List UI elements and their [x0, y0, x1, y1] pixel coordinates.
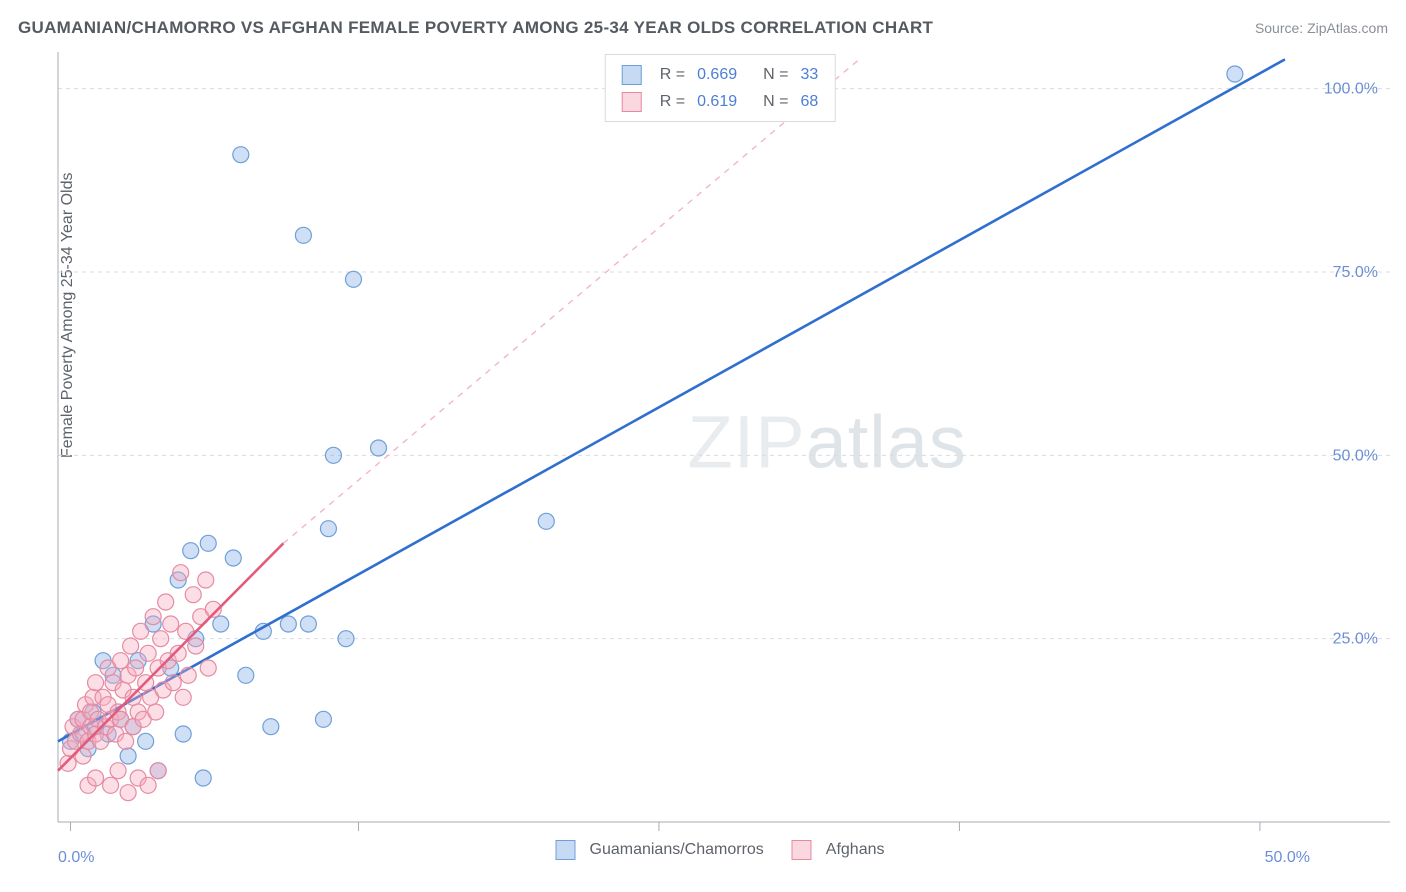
data-point	[371, 440, 387, 456]
legend-swatch	[622, 92, 642, 112]
data-point	[200, 660, 216, 676]
data-point	[110, 763, 126, 779]
data-point	[213, 616, 229, 632]
x-tick-label: 0.0%	[58, 849, 94, 866]
data-point	[120, 785, 136, 801]
data-point	[1227, 66, 1243, 82]
legend-swatch	[555, 840, 575, 860]
data-point	[150, 763, 166, 779]
legend-correlation-row: R = 0.669 N = 33	[622, 61, 819, 88]
data-point	[185, 587, 201, 603]
data-point	[180, 667, 196, 683]
legend-series: Guamanians/Chamorros Afghans	[555, 840, 884, 860]
legend-series-item: Guamanians/Chamorros	[555, 840, 763, 860]
y-tick-label: 75.0%	[1333, 264, 1378, 281]
legend-r-value: 0.619	[697, 88, 737, 115]
data-point	[263, 719, 279, 735]
data-point	[88, 770, 104, 786]
legend-series-label: Afghans	[826, 841, 885, 859]
data-point	[93, 733, 109, 749]
data-point	[233, 147, 249, 163]
data-point	[163, 616, 179, 632]
data-point	[88, 675, 104, 691]
chart-plot-area: Female Poverty Among 25-34 Year Olds ZIP…	[50, 48, 1390, 868]
data-point	[345, 271, 361, 287]
data-point	[198, 572, 214, 588]
legend-r-label: R =	[660, 88, 685, 115]
data-point	[200, 535, 216, 551]
legend-n-label: N =	[763, 61, 788, 88]
data-point	[140, 645, 156, 661]
data-point	[60, 755, 76, 771]
y-tick-label: 100.0%	[1324, 81, 1378, 98]
data-point	[133, 623, 149, 639]
legend-correlation-box: R = 0.669 N = 33 R = 0.619 N = 68	[605, 54, 836, 122]
data-point	[145, 609, 161, 625]
data-point	[113, 653, 129, 669]
legend-n-label: N =	[763, 88, 788, 115]
data-point	[295, 227, 311, 243]
legend-swatch	[622, 65, 642, 85]
data-point	[538, 513, 554, 529]
data-point	[175, 726, 191, 742]
data-point	[120, 748, 136, 764]
data-point	[188, 638, 204, 654]
data-point	[148, 704, 164, 720]
data-point	[103, 777, 119, 793]
data-point	[140, 777, 156, 793]
data-point	[128, 660, 144, 676]
data-point	[165, 675, 181, 691]
data-point	[320, 521, 336, 537]
legend-series-item: Afghans	[792, 840, 885, 860]
data-point	[158, 594, 174, 610]
data-point	[153, 631, 169, 647]
legend-series-label: Guamanians/Chamorros	[589, 841, 763, 859]
legend-r-label: R =	[660, 61, 685, 88]
chart-svg: 25.0% 50.0% 75.0% 100.0% 0.0% 50.0%	[50, 48, 1390, 868]
data-point	[325, 447, 341, 463]
x-tick-label: 50.0%	[1265, 849, 1310, 866]
data-point	[123, 638, 139, 654]
legend-n-value: 68	[800, 88, 818, 115]
source-attribution: Source: ZipAtlas.com	[1255, 20, 1388, 36]
data-point	[315, 711, 331, 727]
data-point	[183, 543, 199, 559]
data-point	[125, 689, 141, 705]
data-point	[195, 770, 211, 786]
data-point	[338, 631, 354, 647]
chart-title: GUAMANIAN/CHAMORRO VS AFGHAN FEMALE POVE…	[18, 18, 933, 38]
trend-line-extrapolated	[283, 59, 859, 543]
y-tick-label: 25.0%	[1333, 631, 1378, 648]
data-point	[238, 667, 254, 683]
legend-r-value: 0.669	[697, 61, 737, 88]
legend-swatch	[792, 840, 812, 860]
data-point	[138, 733, 154, 749]
legend-n-value: 33	[800, 61, 818, 88]
data-point	[280, 616, 296, 632]
data-point	[175, 689, 191, 705]
y-tick-label: 50.0%	[1333, 447, 1378, 464]
data-point	[225, 550, 241, 566]
legend-correlation-row: R = 0.619 N = 68	[622, 88, 819, 115]
data-point	[173, 565, 189, 581]
data-point	[300, 616, 316, 632]
data-point	[118, 733, 134, 749]
